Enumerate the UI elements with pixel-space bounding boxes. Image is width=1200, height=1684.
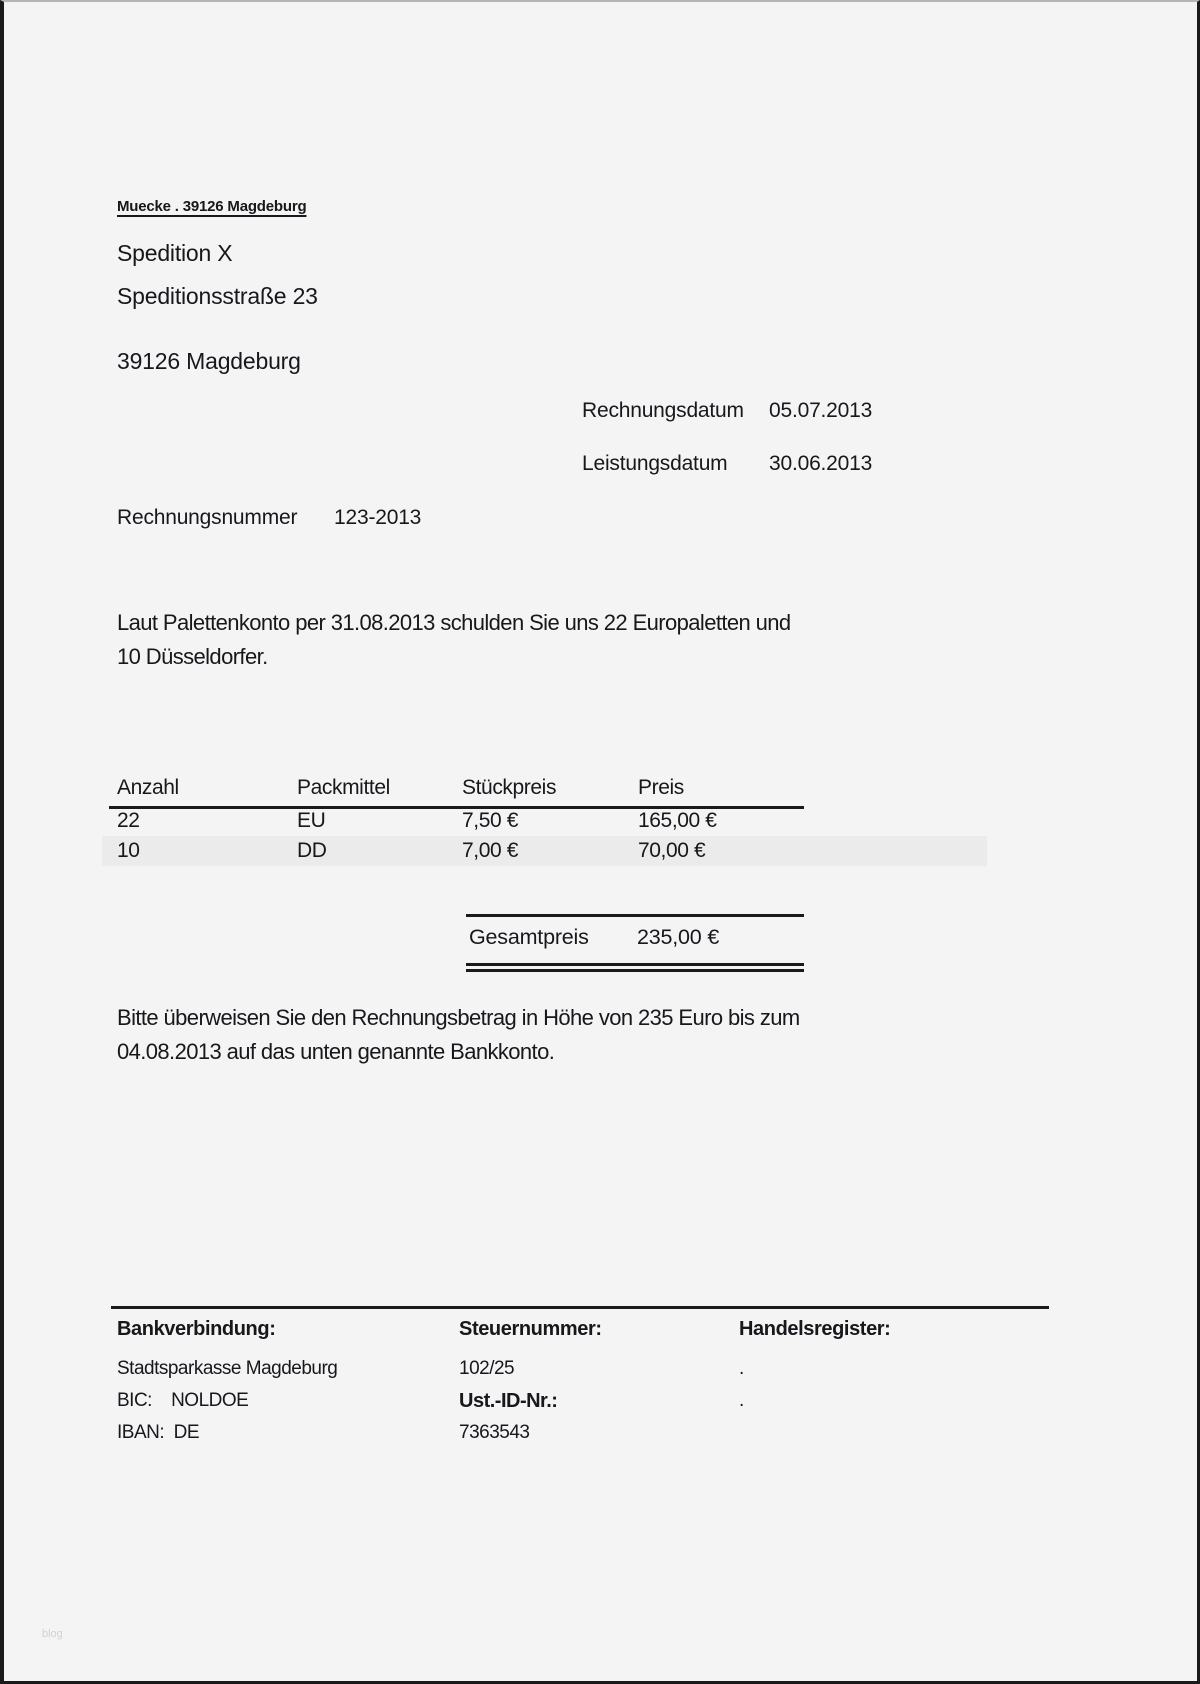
- cell-packmittel: EU: [297, 809, 326, 832]
- total-value: 235,00 €: [637, 925, 720, 949]
- table-row: 22 EU 7,50 € 165,00 €: [102, 806, 987, 836]
- recipient-name: Spedition X: [117, 240, 233, 266]
- bank-bic: BIC: NOLDOE: [117, 1390, 249, 1411]
- recipient-street: Speditionsstraße 23: [117, 283, 318, 309]
- intro-line-2: 10 Düsseldorfer.: [117, 644, 268, 669]
- vat-id-value: 7363543: [459, 1422, 530, 1443]
- bank-name: Stadtsparkasse Magdeburg: [117, 1358, 338, 1379]
- col-header-packmittel: Packmittel: [297, 776, 390, 799]
- col-header-preis: Preis: [638, 776, 684, 799]
- invoice-date-label: Rechnungsdatum: [582, 399, 744, 422]
- footer-divider: [111, 1306, 1049, 1309]
- table-row: 10 DD 7,00 € 70,00 €: [102, 836, 987, 866]
- cell-preis: 70,00 €: [638, 839, 706, 862]
- recipient-city: 39126 Magdeburg: [117, 348, 301, 374]
- tax-number-title: Steuernummer:: [459, 1318, 602, 1340]
- total-row: Gesamtpreis 235,00 €: [469, 925, 804, 950]
- cell-stueckpreis: 7,00 €: [462, 839, 518, 862]
- payment-note-line-1: Bitte überweisen Sie den Rechnungsbetrag…: [117, 1005, 800, 1030]
- tax-number-value: 102/25: [459, 1358, 515, 1379]
- service-date-value: 30.06.2013: [769, 452, 873, 475]
- service-date-row: Leistungsdatum 30.06.2013: [582, 452, 872, 476]
- intro-paragraph: Laut Palettenkonto per 31.08.2013 schuld…: [117, 606, 791, 674]
- service-date-label: Leistungsdatum: [582, 452, 728, 475]
- cell-anzahl: 22: [117, 809, 140, 832]
- total-block: Gesamtpreis 235,00 €: [466, 914, 804, 972]
- col-header-stueckpreis: Stückpreis: [462, 776, 557, 799]
- intro-line-1: Laut Palettenkonto per 31.08.2013 schuld…: [117, 610, 791, 635]
- footer-bank-column: Bankverbindung: Stadtsparkasse Magdeburg…: [117, 1318, 338, 1449]
- sender-return-address: Muecke . 39126 Magdeburg: [117, 198, 307, 215]
- cell-stueckpreis: 7,50 €: [462, 809, 518, 832]
- invoice-date-row: Rechnungsdatum 05.07.2013: [582, 399, 872, 423]
- footer-registry-column: Handelsregister: . .: [739, 1318, 891, 1417]
- registry-line-1: .: [739, 1358, 744, 1379]
- cell-preis: 165,00 €: [638, 809, 717, 832]
- invoice-number-label: Rechnungsnummer: [117, 506, 298, 529]
- vat-id-title: Ust.-ID-Nr.:: [459, 1390, 558, 1412]
- invoice-date-value: 05.07.2013: [769, 399, 873, 422]
- watermark-text: blog: [42, 1628, 63, 1640]
- cell-anzahl: 10: [117, 839, 140, 862]
- footer-tax-column: Steuernummer: 102/25 Ust.-ID-Nr.: 736354…: [459, 1318, 602, 1449]
- items-table-header: Anzahl Packmittel Stückpreis Preis: [109, 776, 804, 809]
- invoice-number-value: 123-2013: [334, 506, 422, 529]
- payment-note: Bitte überweisen Sie den Rechnungsbetrag…: [117, 1001, 800, 1069]
- bank-iban: IBAN: DE: [117, 1422, 200, 1443]
- bank-title: Bankverbindung:: [117, 1318, 276, 1340]
- registry-line-2: .: [739, 1390, 744, 1411]
- payment-note-line-2: 04.08.2013 auf das unten genannte Bankko…: [117, 1039, 555, 1064]
- cell-packmittel: DD: [297, 839, 327, 862]
- invoice-number-row: Rechnungsnummer 123-2013: [117, 506, 421, 530]
- col-header-anzahl: Anzahl: [117, 776, 179, 799]
- registry-title: Handelsregister:: [739, 1318, 891, 1340]
- total-label: Gesamtpreis: [469, 925, 589, 949]
